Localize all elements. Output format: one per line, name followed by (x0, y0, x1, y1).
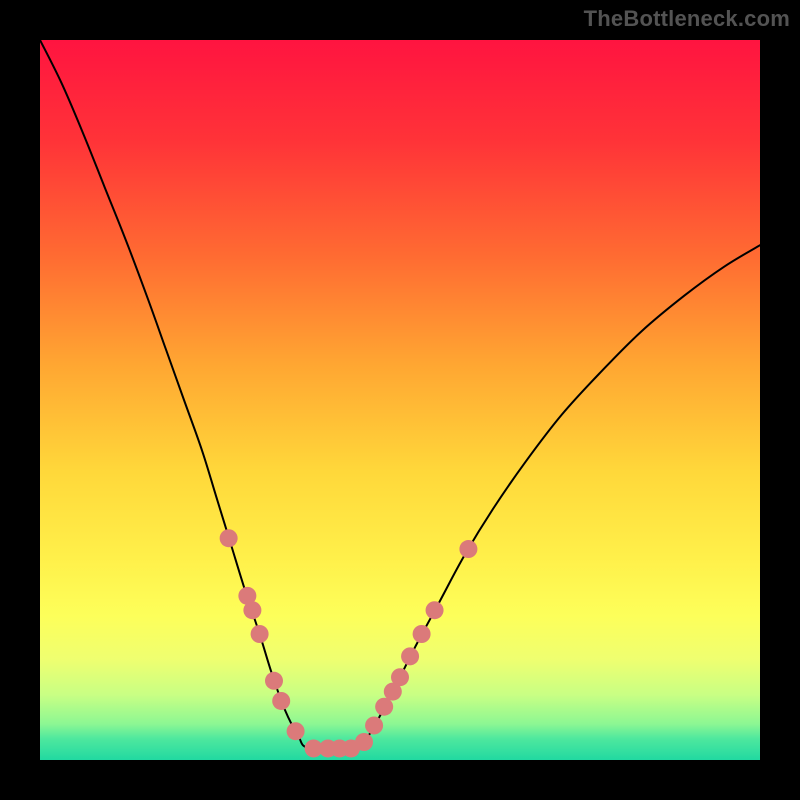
curve-marker (459, 540, 477, 558)
curve-marker (355, 733, 373, 751)
curve-marker (375, 698, 393, 716)
bottleneck-curve-chart (0, 0, 800, 800)
curve-marker (413, 625, 431, 643)
curve-marker (243, 601, 261, 619)
plot-background-gradient (40, 40, 760, 760)
curve-marker (401, 647, 419, 665)
watermark-text: TheBottleneck.com (584, 6, 790, 32)
curve-marker (365, 716, 383, 734)
curve-marker (220, 529, 238, 547)
chart-root: TheBottleneck.com (0, 0, 800, 800)
curve-marker (426, 601, 444, 619)
curve-marker (251, 625, 269, 643)
curve-marker (287, 722, 305, 740)
curve-marker (265, 672, 283, 690)
curve-marker (391, 668, 409, 686)
curve-marker (272, 692, 290, 710)
